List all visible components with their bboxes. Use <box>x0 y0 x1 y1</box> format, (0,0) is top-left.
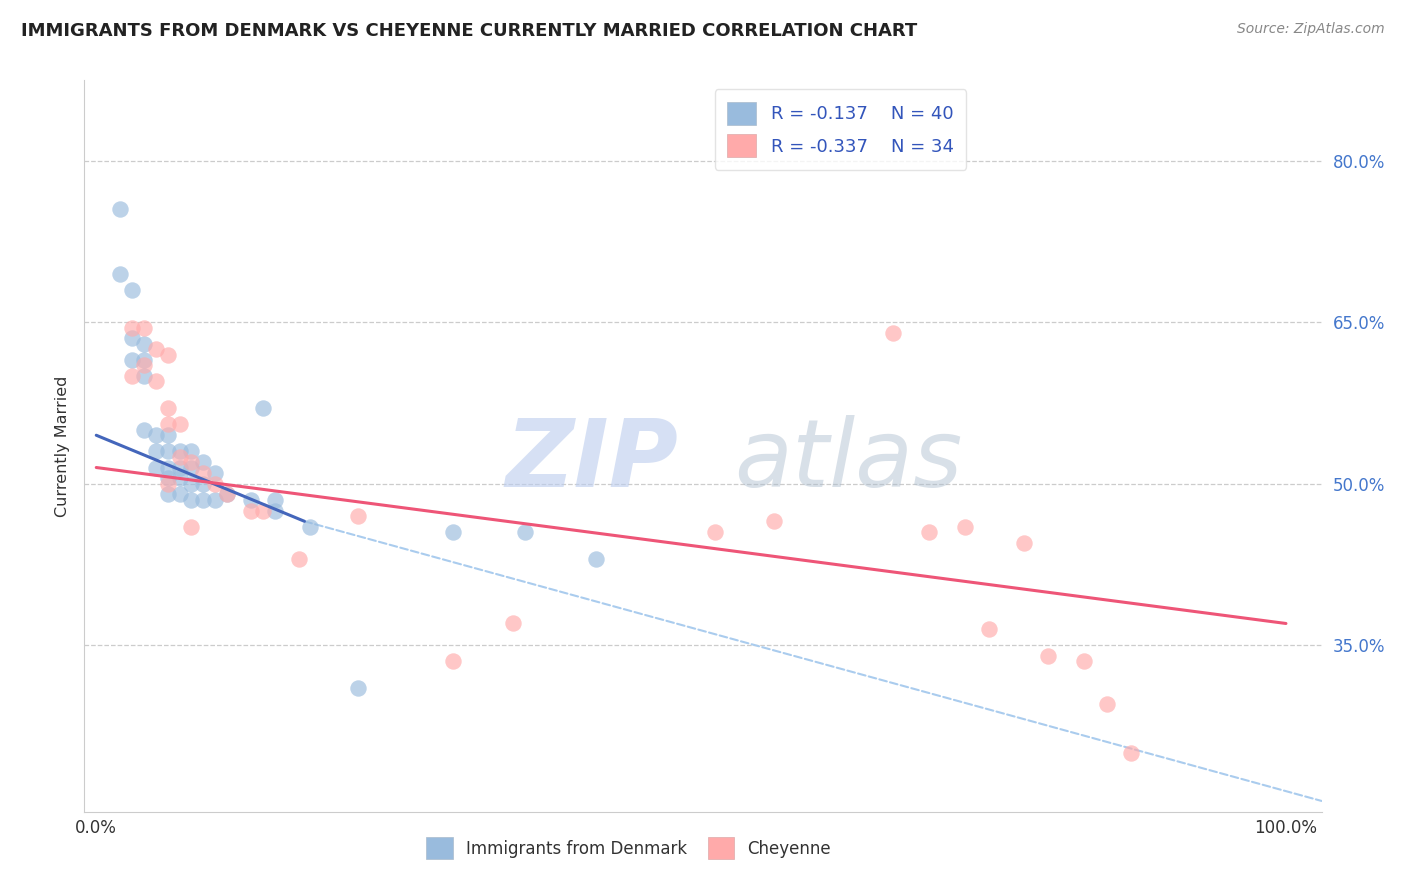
Point <box>441 654 464 668</box>
Point <box>156 401 179 416</box>
Point <box>156 444 179 458</box>
Point <box>156 460 179 475</box>
Point <box>169 444 191 458</box>
Text: ZIP: ZIP <box>505 415 678 507</box>
Point <box>1073 654 1095 668</box>
Point <box>953 519 976 533</box>
Point <box>156 417 179 432</box>
Point <box>169 471 191 485</box>
Point <box>145 342 167 356</box>
Point <box>1012 536 1035 550</box>
Point <box>156 347 179 362</box>
Point <box>145 460 167 475</box>
Point <box>1036 648 1059 663</box>
Point <box>156 471 179 485</box>
Point <box>145 444 167 458</box>
Point <box>132 353 155 368</box>
Point <box>121 353 143 368</box>
Point <box>169 487 191 501</box>
Point <box>193 466 215 480</box>
Text: IMMIGRANTS FROM DENMARK VS CHEYENNE CURRENTLY MARRIED CORRELATION CHART: IMMIGRANTS FROM DENMARK VS CHEYENNE CURR… <box>21 22 917 40</box>
Point <box>193 476 215 491</box>
Point <box>1097 697 1119 711</box>
Point <box>156 476 179 491</box>
Point <box>193 492 215 507</box>
Point <box>108 202 131 217</box>
Point <box>180 460 202 475</box>
Point <box>263 503 285 517</box>
Point <box>763 514 786 528</box>
Point <box>585 552 607 566</box>
Point <box>193 455 215 469</box>
Point <box>239 503 262 517</box>
Point <box>156 428 179 442</box>
Point <box>882 326 904 340</box>
Point <box>252 503 274 517</box>
Point <box>132 320 155 334</box>
Point <box>180 444 202 458</box>
Point <box>918 524 941 539</box>
Point <box>121 283 143 297</box>
Point <box>204 492 226 507</box>
Point <box>502 616 524 631</box>
Legend: Immigrants from Denmark, Cheyenne: Immigrants from Denmark, Cheyenne <box>420 830 838 865</box>
Point <box>204 476 226 491</box>
Point <box>121 331 143 345</box>
Point <box>169 417 191 432</box>
Point <box>287 552 309 566</box>
Point <box>145 375 167 389</box>
Point <box>121 369 143 384</box>
Point <box>347 508 370 523</box>
Point <box>132 369 155 384</box>
Point <box>145 428 167 442</box>
Point <box>132 336 155 351</box>
Point <box>108 267 131 281</box>
Point <box>299 519 322 533</box>
Point <box>156 487 179 501</box>
Text: atlas: atlas <box>734 415 962 506</box>
Point <box>252 401 274 416</box>
Point <box>180 519 202 533</box>
Point <box>217 487 239 501</box>
Point <box>263 492 285 507</box>
Point <box>180 455 202 469</box>
Point <box>180 476 202 491</box>
Point <box>132 359 155 373</box>
Point <box>703 524 725 539</box>
Point <box>180 492 202 507</box>
Point <box>204 466 226 480</box>
Point <box>169 460 191 475</box>
Point <box>441 524 464 539</box>
Point <box>239 492 262 507</box>
Point <box>513 524 536 539</box>
Point <box>121 320 143 334</box>
Y-axis label: Currently Married: Currently Married <box>55 376 70 516</box>
Point <box>347 681 370 695</box>
Point <box>1121 746 1143 760</box>
Text: Source: ZipAtlas.com: Source: ZipAtlas.com <box>1237 22 1385 37</box>
Point <box>977 622 1000 636</box>
Point <box>169 450 191 464</box>
Point <box>132 423 155 437</box>
Point <box>217 487 239 501</box>
